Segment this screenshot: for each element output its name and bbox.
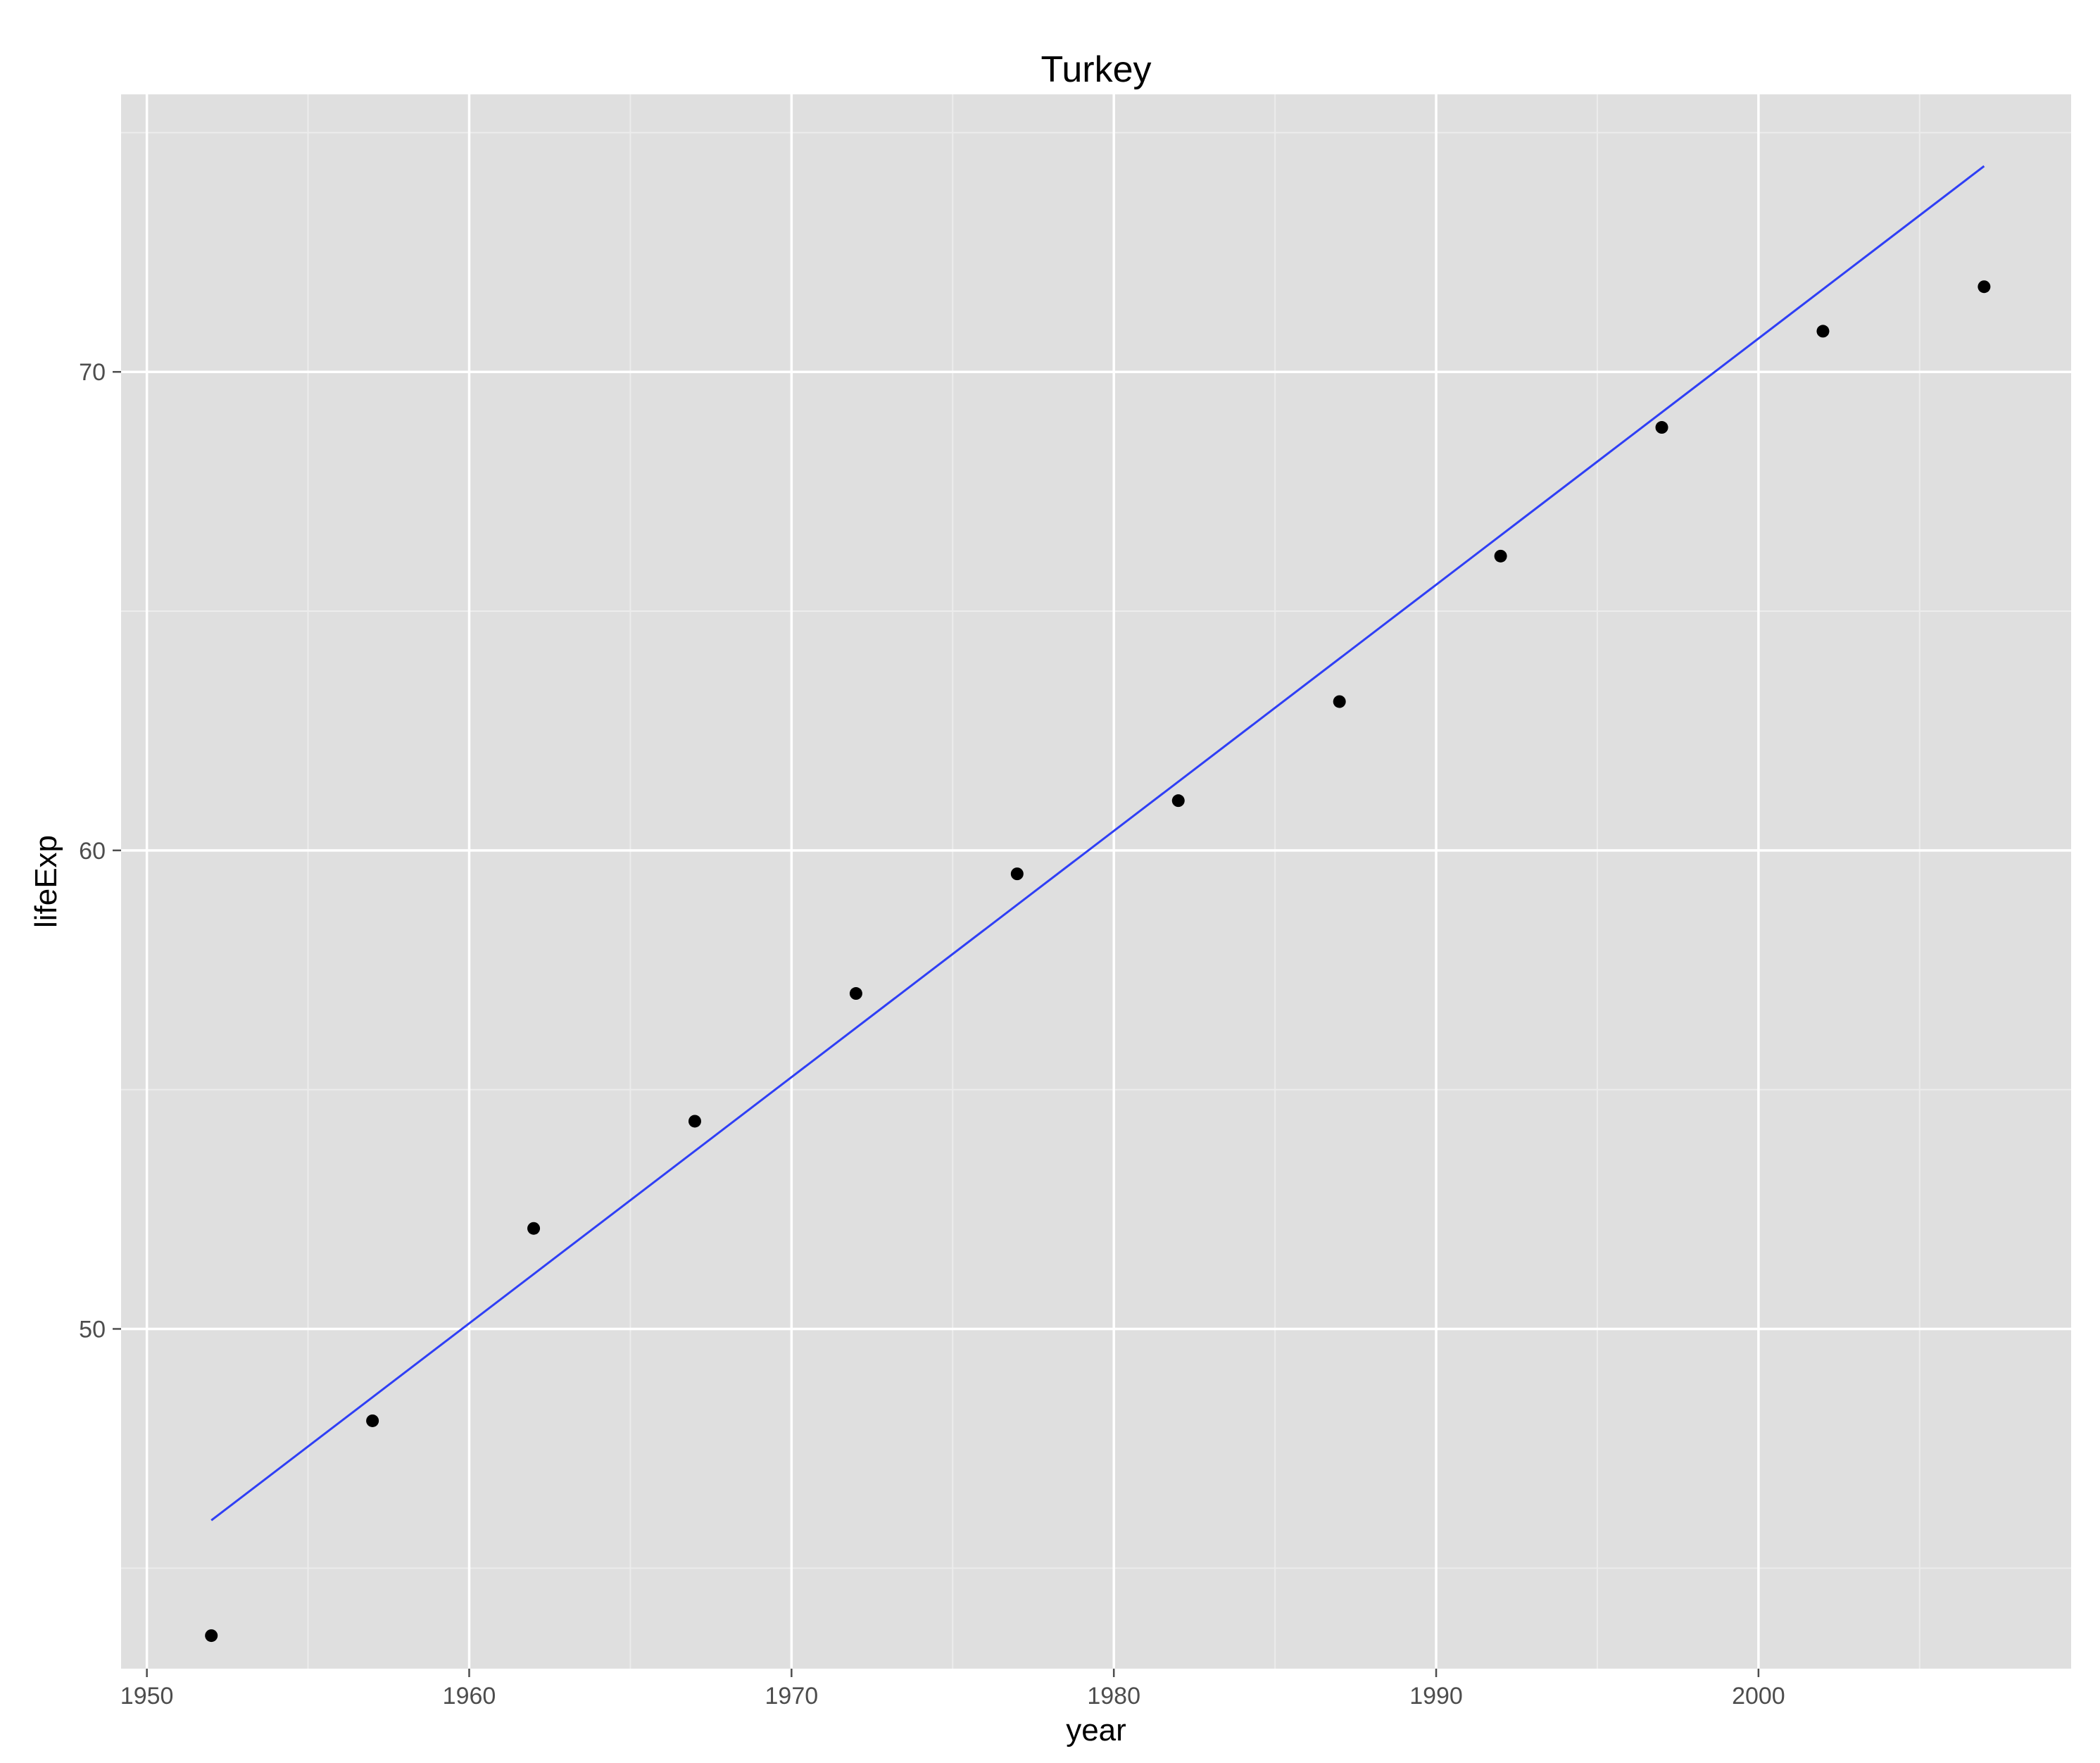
x-tick-label: 1950: [120, 1683, 174, 1709]
y-tick-label: 50: [79, 1316, 106, 1343]
minor-gridlines: [121, 94, 2071, 1669]
x-tick-label: 1960: [443, 1683, 496, 1709]
major-gridlines: [121, 94, 2071, 1669]
x-tick-label: 1980: [1087, 1683, 1140, 1709]
x-axis: 1950 1960 1970 1980 1990 2000: [120, 1669, 1785, 1709]
y-tick-label: 60: [79, 838, 106, 865]
x-tick-label: 2000: [1732, 1683, 1785, 1709]
fit-line-layer: [210, 165, 1985, 1522]
data-point: [849, 987, 862, 1000]
x-tick-label: 1970: [765, 1683, 819, 1709]
chart-title: Turkey: [1041, 49, 1152, 90]
data-point: [1816, 325, 1830, 338]
fit-line: [210, 165, 1985, 1522]
data-point: [1978, 280, 1991, 294]
y-tick-label: 70: [79, 359, 106, 386]
data-point: [1494, 549, 1507, 563]
data-point: [1010, 867, 1024, 881]
x-axis-title: year: [1066, 1713, 1126, 1748]
points-layer: [205, 280, 1991, 1643]
x-tick-label: 1990: [1409, 1683, 1463, 1709]
data-point: [688, 1115, 701, 1128]
data-point: [366, 1414, 379, 1427]
plot-panel: [121, 94, 2071, 1669]
data-point: [1171, 794, 1185, 808]
data-point: [1333, 695, 1346, 708]
y-axis: 50 60 70: [79, 359, 121, 1343]
y-axis-title: lifeExp: [29, 835, 63, 928]
data-point: [1655, 421, 1668, 434]
data-point: [527, 1222, 541, 1235]
data-point: [205, 1629, 218, 1643]
